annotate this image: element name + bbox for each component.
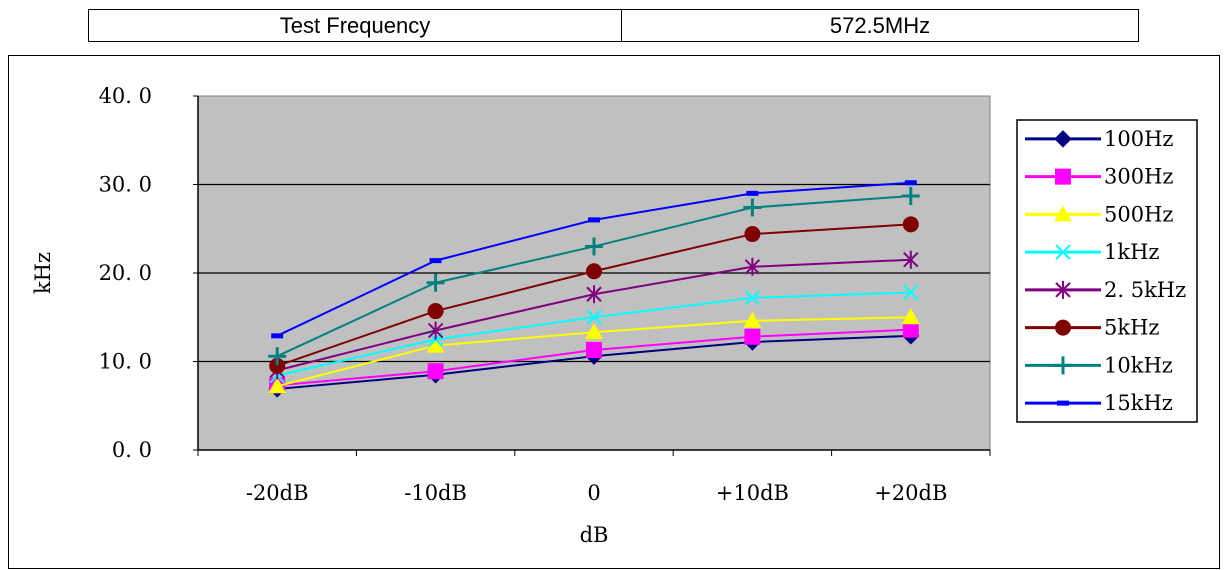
x-tick-label: 0 — [587, 481, 600, 505]
legend-marker-2-5khz — [1055, 280, 1071, 299]
legend-label-10khz: 10kHz — [1104, 353, 1173, 377]
data-point-500hz — [743, 311, 762, 328]
data-point-10khz — [268, 347, 287, 366]
legend-label-5khz: 5kHz — [1104, 316, 1159, 340]
data-point-300hz — [902, 321, 919, 338]
legend-marker-5khz — [1055, 319, 1071, 336]
x-tick-label: +20dB — [874, 481, 947, 505]
data-point-5khz — [427, 303, 444, 320]
test-frequency-label: Test Frequency — [89, 10, 622, 41]
data-point-2-5khz — [586, 285, 602, 304]
data-point-10khz — [901, 187, 920, 206]
legend-marker-100hz — [1054, 130, 1072, 148]
data-point-15khz — [904, 180, 917, 186]
data-point-500hz — [426, 336, 445, 353]
legend-label-100hz: 100Hz — [1104, 127, 1173, 151]
data-point-15khz — [271, 333, 284, 339]
data-point-5khz — [744, 226, 761, 243]
data-point-300hz — [586, 341, 602, 358]
data-point-2-5khz — [744, 257, 761, 276]
x-axis-title: dB — [580, 523, 609, 547]
legend-marker-300hz — [1055, 168, 1071, 185]
legend-label-15khz: 15kHz — [1104, 391, 1173, 415]
x-tick-label: -20dB — [246, 481, 309, 505]
data-point-15khz — [588, 217, 600, 223]
data-point-500hz — [585, 323, 603, 340]
data-point-1khz — [903, 284, 919, 301]
y-tick-label: 0. 0 — [112, 438, 152, 462]
legend-marker-1khz — [1055, 244, 1071, 260]
y-tick-label: 40. 0 — [99, 84, 152, 108]
data-point-5khz — [269, 357, 286, 374]
legend-label-500hz: 500Hz — [1104, 202, 1173, 226]
data-point-10khz — [426, 273, 445, 292]
data-point-300hz — [427, 363, 444, 380]
data-point-5khz — [902, 216, 919, 233]
data-point-10khz — [743, 198, 762, 217]
chart-frame — [8, 55, 1220, 569]
legend-marker-500hz — [1054, 205, 1072, 222]
data-point-2-5khz — [427, 321, 444, 340]
legend-box — [1016, 119, 1198, 423]
data-point-1khz — [586, 309, 602, 325]
data-point-1khz — [744, 290, 761, 306]
data-point-15khz — [746, 190, 759, 196]
y-tick-label: 10. 0 — [99, 350, 152, 374]
test-frequency-value: 572.5MHz — [829, 12, 931, 38]
data-point-15khz — [429, 258, 442, 264]
legend-marker-15khz — [1057, 400, 1069, 406]
data-point-5khz — [586, 263, 602, 280]
legend-marker-10khz — [1054, 356, 1072, 375]
test-frequency-table: Test Frequency 572.5MHz — [88, 9, 1139, 42]
y-tick-label: 20. 0 — [99, 261, 152, 285]
legend-label-300hz: 300Hz — [1104, 165, 1173, 189]
x-tick-label: -10dB — [404, 481, 467, 505]
y-axis-title: kHz — [31, 252, 55, 294]
data-point-500hz — [268, 377, 287, 394]
data-point-300hz — [744, 328, 761, 345]
data-point-2-5khz — [903, 250, 919, 269]
y-tick-label: 30. 0 — [99, 173, 152, 197]
legend-label-2-5khz: 2. 5kHz — [1104, 278, 1186, 302]
legend-label-1khz: 1kHz — [1104, 240, 1159, 264]
data-point-500hz — [901, 308, 920, 325]
data-point-10khz — [585, 237, 603, 256]
x-tick-label: +10dB — [716, 481, 789, 505]
